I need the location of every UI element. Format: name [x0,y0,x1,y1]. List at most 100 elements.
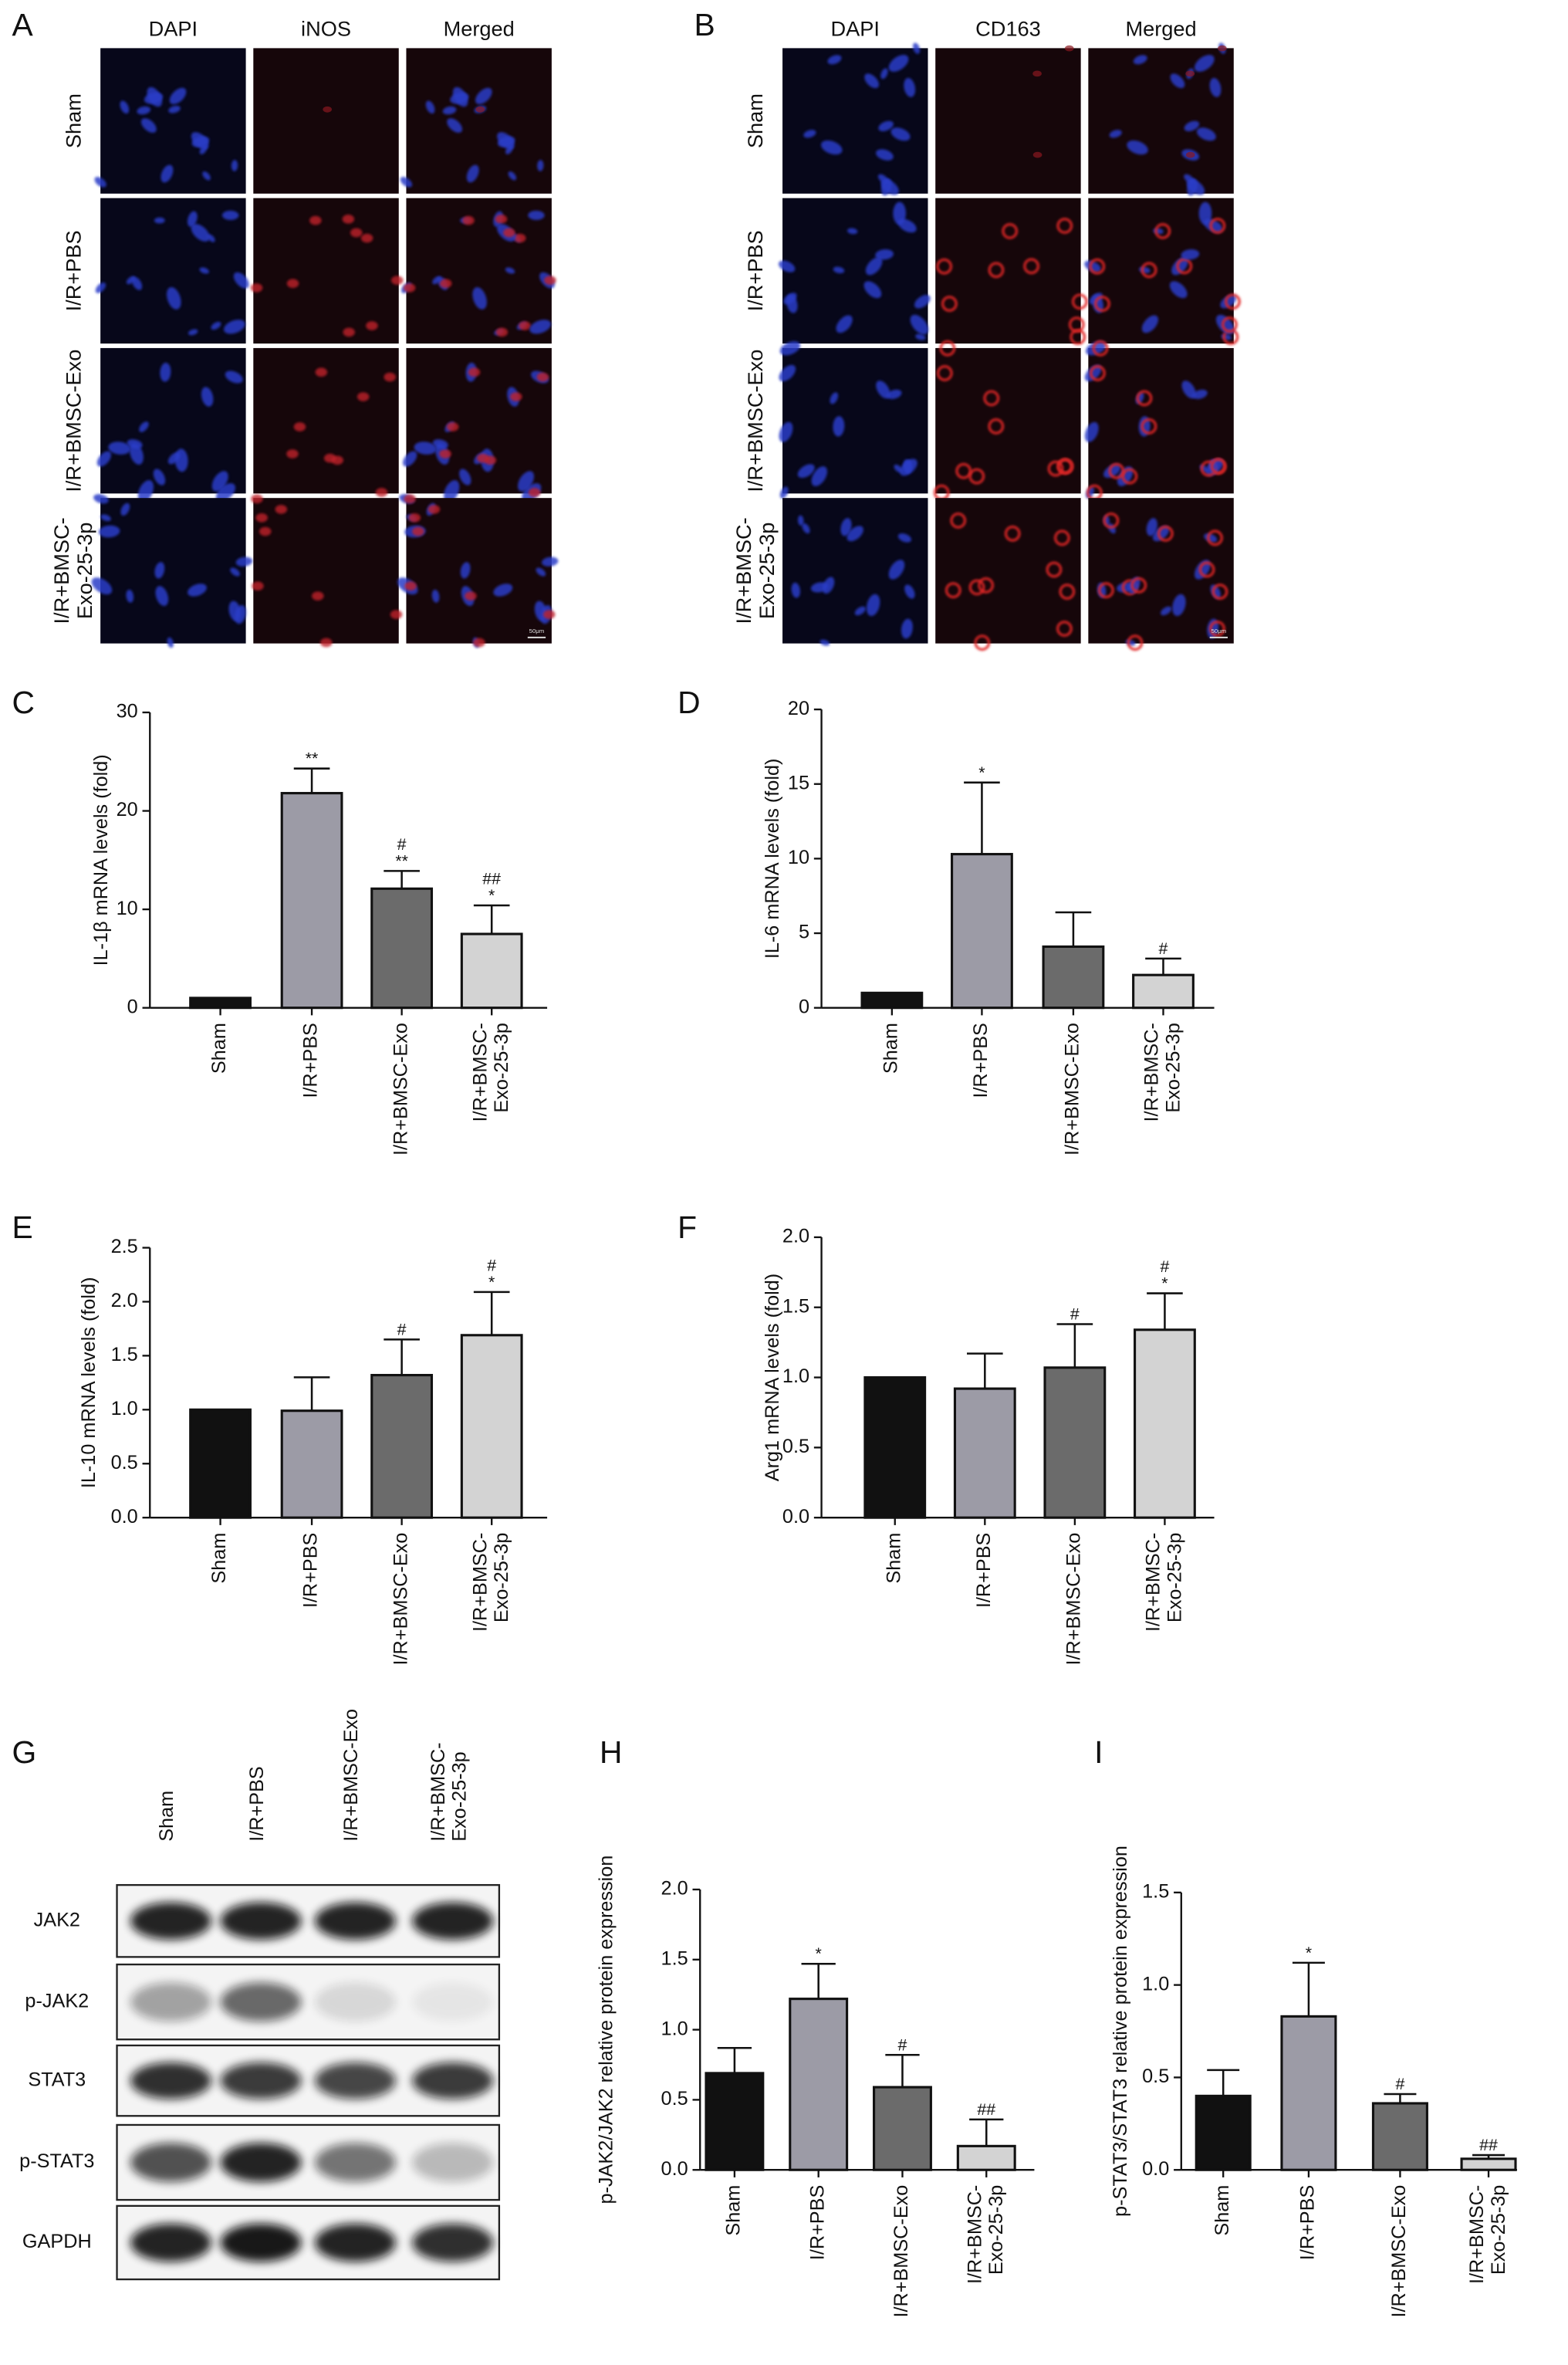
scale-bar-label: 50μm [529,628,545,634]
nucleus [1085,341,1107,356]
nucleus [160,362,171,382]
nucleus [93,494,109,504]
y-tick-label: 20 [788,698,809,719]
x-tick-label: I/R+BMSC-Exo-25-3p [964,2185,1007,2284]
stain [404,581,417,591]
stain [968,579,985,596]
nucleus [414,442,437,455]
row-label: I/R+BMSC-Exo [61,350,85,492]
nucleus [98,525,120,538]
nucleus [120,100,130,114]
stain [465,591,477,601]
stain [1089,258,1106,275]
y-axis-label: p-JAK2/JAK2 relative protein expression [595,1856,617,2204]
lane-label-group: Sham [156,1791,177,1842]
bar [280,792,343,1010]
nucleus [96,451,112,467]
stain [542,610,556,619]
lane-label: I/R+BMSC-Exo-25-3p [427,1742,471,1841]
stain [343,327,355,337]
stain [1176,258,1193,275]
nucleus [888,55,909,72]
column-header: DAPI [149,16,198,40]
nucleus [154,562,165,579]
micrograph [91,494,253,648]
y-axis-label: Arg1 mRNA levels (fold) [762,1274,783,1481]
blot-band [220,1902,302,1940]
nucleus [108,442,131,455]
stain [544,276,556,286]
micrograph [935,498,1081,651]
nucleus [1169,281,1188,299]
nucleus [1084,421,1099,442]
x-tick-label: I/R+BMSC-Exo [1388,2185,1410,2318]
x-tick-label: I/R+BMSC-Exo [390,1533,411,1666]
micrograph [95,198,249,344]
nucleus [233,272,249,289]
x-tick-label: I/R+BMSC-Exo-25-3p [469,1533,512,1632]
blot-band [412,2143,494,2182]
nucleus [791,582,801,598]
y-axis-label: IL-6 mRNA levels (fold) [762,759,783,959]
micrograph-bg [782,498,928,644]
stain [1130,577,1147,594]
x-label-group: I/R+BMSC-Exo-25-3p [1141,1023,1184,1122]
significance-label: # [1159,939,1168,958]
x-label-group: I/R+BMSC-Exo-25-3p [469,1533,512,1632]
blot-band [130,2143,211,2182]
nucleus [779,421,793,442]
y-tick-label: 2.5 [111,1236,138,1257]
nucleus [528,210,545,221]
nucleus [1103,464,1121,479]
row-label-group: I/R+PBS [61,230,85,311]
nucleus [802,523,810,534]
bar [1134,1328,1196,1519]
nucleus [137,106,151,115]
y-label-group: Arg1 mRNA levels (fold) [762,1274,783,1481]
protein-label: STAT3 [28,2069,86,2090]
panel-label: G [12,1734,37,1770]
bar [370,1373,434,1519]
stain [384,372,397,382]
nucleus [1133,55,1147,65]
row-label-group: I/R+BMSC-Exo [61,350,85,492]
stain [1185,70,1195,77]
x-tick-label: I/R+PBS [1297,2185,1319,2261]
nucleus [167,637,174,648]
blot-band [220,2223,302,2262]
stain [360,233,373,243]
y-tick-label: 1.5 [661,1947,688,1969]
x-label-group: Sham [723,2185,745,2236]
nucleus [1109,130,1122,138]
bar [863,1375,927,1519]
nucleus [447,118,463,133]
stain [375,488,388,497]
row-label-group: I/R+PBS [743,230,767,311]
significance-label: * [816,1944,822,1963]
nucleus [425,100,435,114]
blot-band [220,2062,302,2099]
nucleus [779,486,789,499]
nucleus [1204,533,1218,543]
nucleus [1192,389,1208,399]
stain [1207,530,1223,546]
x-tick-label: I/R+BMSC-Exo [1063,1533,1085,1666]
stain [978,577,994,594]
micrograph [935,45,1081,194]
stain [1121,468,1138,485]
nucleus [168,105,181,113]
stain [945,582,961,598]
micrograph-bg [253,498,399,644]
nucleus [235,604,246,624]
micrograph [96,347,246,503]
stain [404,494,416,504]
micrograph [1084,198,1241,345]
blot-band [220,1982,302,2022]
significance-label: ## [977,2100,995,2119]
bar [1132,973,1195,1010]
nucleus [820,140,843,155]
panel-label: E [12,1210,33,1245]
nucleus [187,211,198,228]
